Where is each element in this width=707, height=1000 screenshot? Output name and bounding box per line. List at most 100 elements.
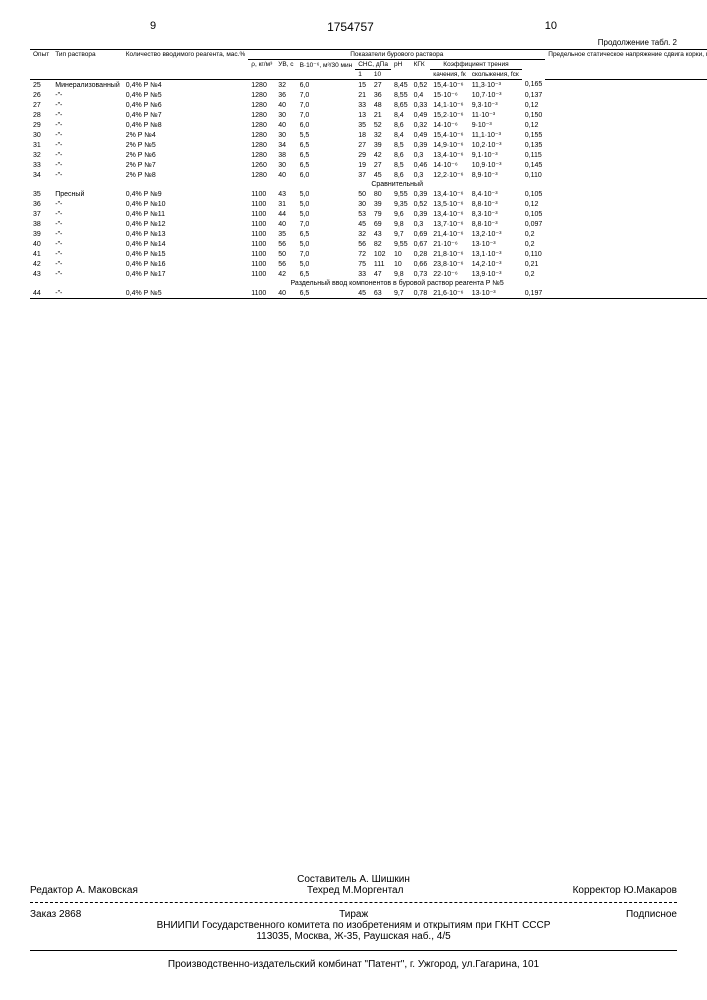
- cell: 5,5: [297, 130, 356, 140]
- cell: 43: [275, 189, 296, 199]
- cell: 9,7: [391, 288, 411, 299]
- cell: 45: [355, 219, 371, 229]
- cell: 6,5: [297, 140, 356, 150]
- cell: 1100: [248, 189, 275, 199]
- cell: 5,0: [297, 199, 356, 209]
- table-row: 31-"-2% Р №51280346,527398,50,3914,9·10⁻…: [30, 140, 707, 150]
- continuation-label: Продолжение табл. 2: [30, 38, 677, 47]
- page-header: 9 1754757 10: [30, 20, 677, 34]
- cell: 15,4·10⁻⁶: [430, 130, 468, 140]
- cell: 9,55: [391, 239, 411, 249]
- cell: 35: [30, 189, 52, 199]
- cell: 15: [355, 80, 371, 91]
- cell: -"-: [52, 199, 123, 209]
- cell: 1280: [248, 100, 275, 110]
- cell: 0,4: [411, 90, 431, 100]
- cell: -"-: [52, 130, 123, 140]
- cell: 42: [30, 259, 52, 269]
- col-sns1: 1: [355, 70, 371, 80]
- cell: 56: [355, 239, 371, 249]
- cell: 11,1·10⁻³: [469, 130, 522, 140]
- cell: -"-: [52, 120, 123, 130]
- cell: 8,55: [391, 90, 411, 100]
- cell: 5,0: [297, 259, 356, 269]
- cell: 7,0: [297, 90, 356, 100]
- cell: 0,150: [522, 110, 546, 120]
- cell: 0,4% Р №4: [123, 80, 249, 91]
- cell: 8,45: [391, 80, 411, 91]
- cell: 6,5: [297, 160, 356, 170]
- table-row: 42-"-0,4% Р №161100565,075111100,6623,8·…: [30, 259, 707, 269]
- table-row: 41-"-0,4% Р №151100507,072102100,2821,8·…: [30, 249, 707, 259]
- cell: 27: [371, 80, 391, 91]
- cell: 1100: [248, 199, 275, 209]
- cell: 10,9·10⁻³: [469, 160, 522, 170]
- col-kgk: КГК: [411, 60, 431, 80]
- cell: 1280: [248, 90, 275, 100]
- cell: 9,3·10⁻³: [469, 100, 522, 110]
- cell: 10,7·10⁻³: [469, 90, 522, 100]
- cell: -"-: [52, 209, 123, 219]
- cell: 8,8·10⁻³: [469, 199, 522, 209]
- cell: 0,137: [522, 90, 546, 100]
- cell: 0,46: [411, 160, 431, 170]
- col-pokazateli: Показатели бурового раствора: [248, 50, 545, 60]
- cell: 30: [30, 130, 52, 140]
- table-row: 26-"-0,4% Р №51280367,021368,550,415·10⁻…: [30, 90, 707, 100]
- cell: 0,105: [522, 209, 546, 219]
- col-opyt: Опыт: [30, 50, 52, 80]
- page-left: 9: [150, 20, 156, 34]
- cell: 21,6·10⁻⁶: [430, 288, 468, 299]
- cell: 7,0: [297, 219, 356, 229]
- cell: 32: [275, 80, 296, 91]
- cell: 0,4% Р №12: [123, 219, 249, 229]
- cell: 6,5: [297, 150, 356, 160]
- cell: 32: [355, 229, 371, 239]
- cell: 1100: [248, 269, 275, 279]
- cell: 0,4% Р №7: [123, 110, 249, 120]
- cell: 34: [275, 140, 296, 150]
- table-row: 33-"-2% Р №71260306,519278,50,4614·10⁻⁶1…: [30, 160, 707, 170]
- cell: 0,69: [411, 229, 431, 239]
- korrektor: Корректор Ю.Макаров: [573, 885, 677, 896]
- cell: 0,115: [522, 150, 546, 160]
- cell: 0,165: [522, 80, 546, 91]
- cell: 8,8·10⁻³: [469, 219, 522, 229]
- cell: Минерализованный: [52, 80, 123, 91]
- cell: 21,8·10⁻⁶: [430, 249, 468, 259]
- cell: -"-: [52, 110, 123, 120]
- cell: 36: [371, 90, 391, 100]
- cell: 39: [371, 199, 391, 209]
- cell: 40: [275, 288, 296, 299]
- cell: 33: [30, 160, 52, 170]
- cell: 13,7·10⁻⁶: [430, 219, 468, 229]
- cell: 23,8·10⁻⁶: [430, 259, 468, 269]
- cell: 28: [30, 110, 52, 120]
- cell: 10: [391, 259, 411, 269]
- cell: 22·10⁻⁶: [430, 269, 468, 279]
- table-row: 30-"-2% Р №41280305,518328,40,4915,4·10⁻…: [30, 130, 707, 140]
- cell: 10: [391, 249, 411, 259]
- cell: 13,9·10⁻³: [469, 269, 522, 279]
- cell: 102: [371, 249, 391, 259]
- cell: 21: [371, 110, 391, 120]
- col-koef: Коэффициент трения: [430, 60, 522, 70]
- table-row: 36-"-0,4% Р №101100315,030399,350,5213,5…: [30, 199, 707, 209]
- tirazh: Тираж: [339, 909, 368, 920]
- cell: 15,2·10⁻⁶: [430, 110, 468, 120]
- cell: 36: [30, 199, 52, 209]
- cell: 30: [355, 199, 371, 209]
- cell: 63: [371, 288, 391, 299]
- table-row: 44-"-0,4% Р №51100406,545639,70,7821,6·1…: [30, 288, 707, 299]
- cell: 13,1·10⁻³: [469, 249, 522, 259]
- cell: 40: [275, 120, 296, 130]
- cell: 44: [275, 209, 296, 219]
- cell: 0,3: [411, 170, 431, 180]
- cell: 0,66: [411, 259, 431, 269]
- cell: -"-: [52, 249, 123, 259]
- cell: 7,0: [297, 249, 356, 259]
- cell: 0,33: [411, 100, 431, 110]
- cell: 40: [275, 219, 296, 229]
- cell: 0,73: [411, 269, 431, 279]
- cell: 8,3·10⁻³: [469, 209, 522, 219]
